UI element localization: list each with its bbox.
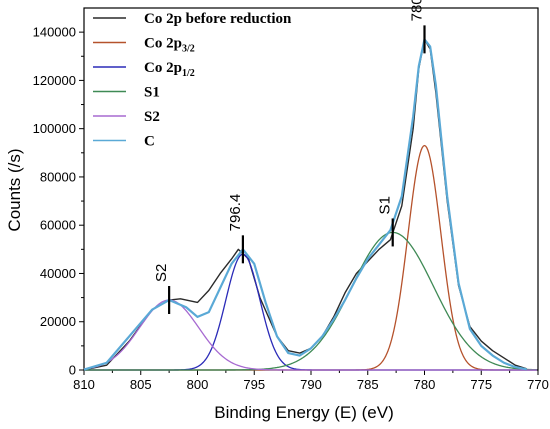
series-line	[84, 144, 537, 371]
series-line	[84, 231, 537, 371]
x-tick-label: 810	[73, 377, 95, 392]
legend-label: Co 2p1/2	[144, 60, 195, 79]
y-tick-label: 120000	[33, 73, 76, 88]
x-tick-label: 770	[527, 377, 549, 392]
y-tick-label: 20000	[40, 314, 76, 329]
peak-label: 796.4	[227, 194, 244, 232]
x-tick-label: 795	[243, 377, 265, 392]
legend-label: Co 2p before reduction	[144, 11, 292, 27]
x-tick-label: 790	[300, 377, 322, 392]
y-tick-label: 80000	[40, 169, 76, 184]
series-line	[83, 38, 527, 371]
legend-label: S2	[144, 109, 160, 125]
x-tick-label: 805	[130, 377, 152, 392]
legend-subscript: 1/2	[182, 68, 195, 79]
y-tick-label: 40000	[40, 266, 76, 281]
series-layer	[83, 38, 537, 371]
axes-layer: 810 805 800 795 790 785 780 775 770 0 20000 40000 60…	[33, 7, 549, 392]
legend-label: S1	[144, 85, 160, 101]
peak-label: S1	[377, 196, 394, 214]
series-line	[83, 299, 537, 371]
legend: Co 2p before reduction Co 2p3/2 Co 2p1/2 S1…	[93, 11, 292, 150]
y-axis-title: Counts (/s)	[5, 148, 24, 231]
peak-label: 780.9	[409, 0, 426, 21]
legend-label: Co 2p3/2	[144, 36, 195, 55]
legend-subscript: 3/2	[182, 44, 195, 55]
peak-label: S2	[153, 264, 170, 282]
legend-label: C	[144, 134, 155, 150]
x-tick-label: 800	[187, 377, 209, 392]
annotation-layer: 780.9 796.4 S1 S2	[153, 0, 426, 315]
y-tick-label: 60000	[40, 218, 76, 233]
y-tick-label: 100000	[33, 121, 76, 136]
x-axis-title: Binding Energy (E) (eV)	[214, 403, 394, 422]
x-tick-label: 780	[414, 377, 436, 392]
y-tick-label: 0	[69, 363, 76, 378]
y-tick-label: 140000	[33, 25, 76, 40]
x-tick-label: 775	[470, 377, 492, 392]
x-tick-label: 785	[357, 377, 379, 392]
